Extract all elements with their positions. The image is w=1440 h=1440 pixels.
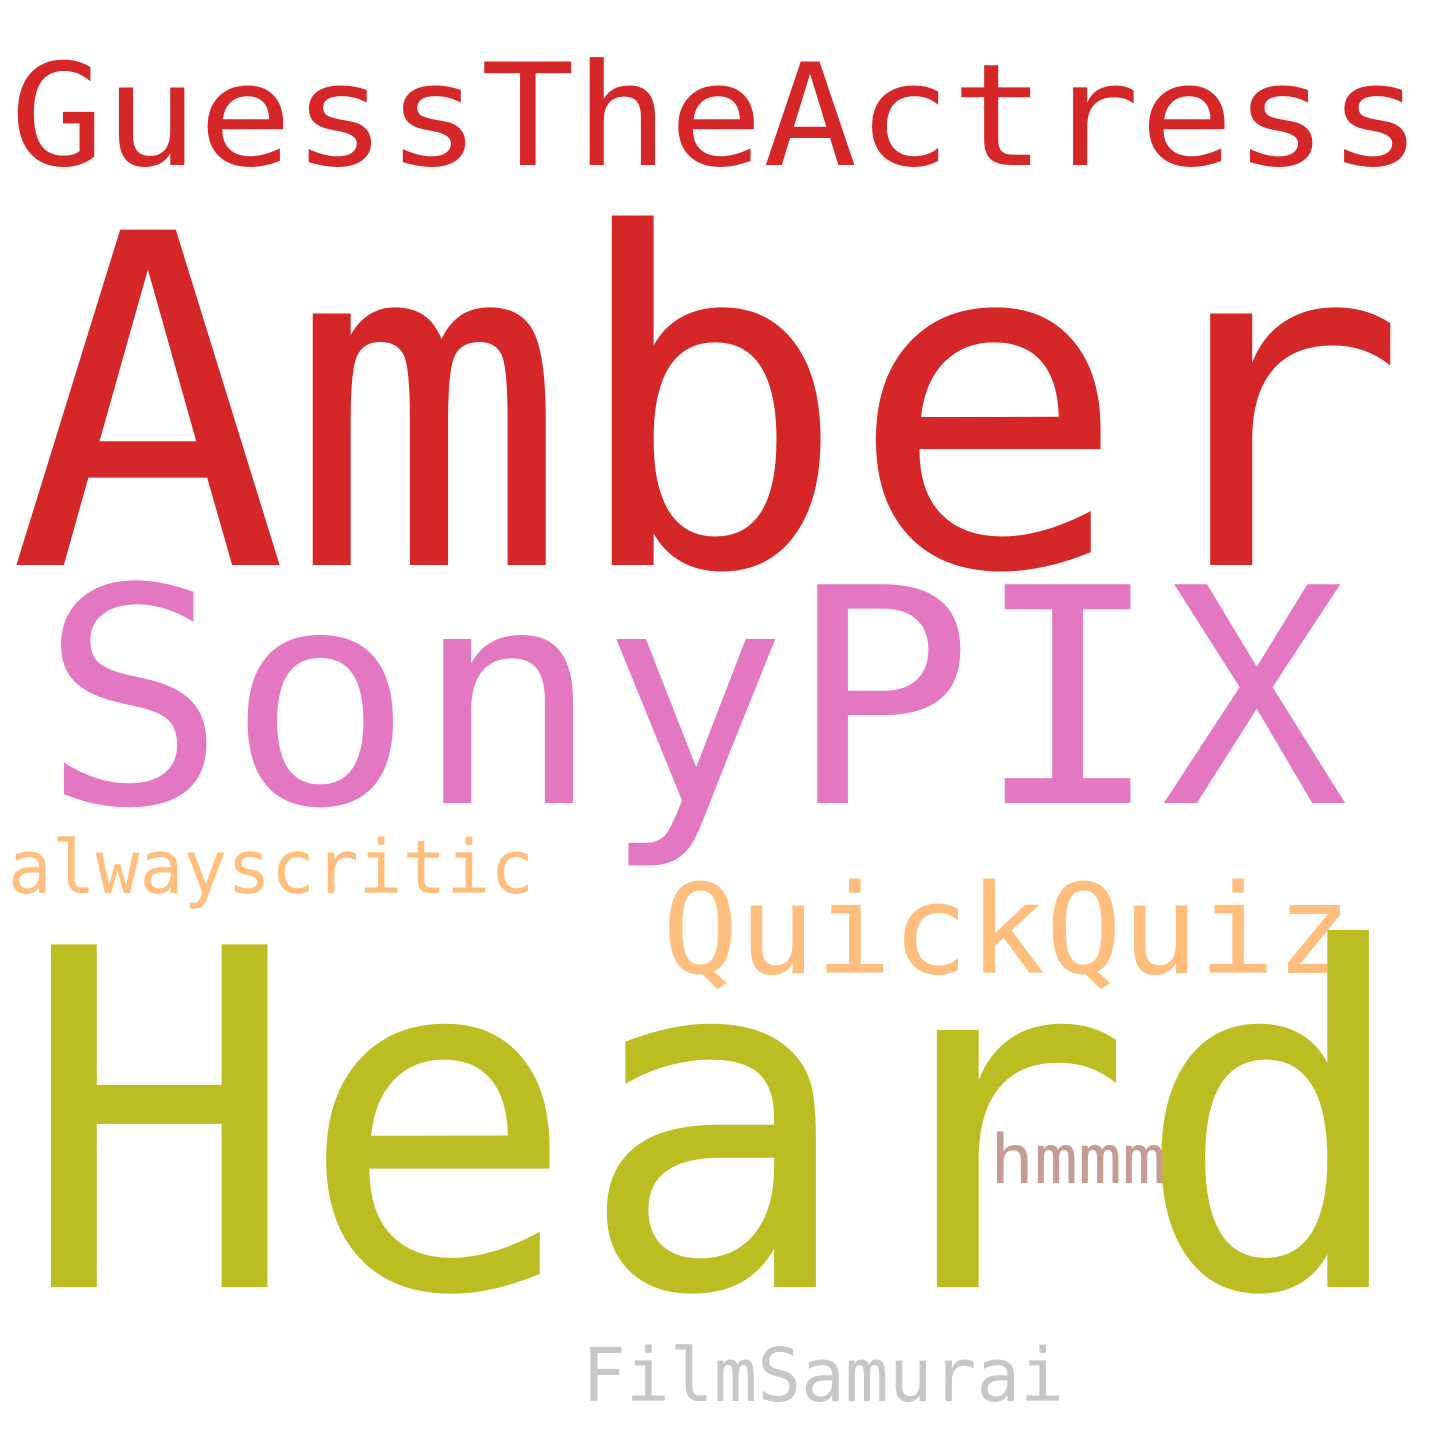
word-guesstheactress: GuessTheActress [10,34,1422,199]
word-sonypix: SonyPIX [40,525,1348,874]
word-alwayscritic: alwayscritic [8,825,534,911]
word-filmsamurai: FilmSamurai [582,1333,1064,1419]
word-heard: Heard [20,851,1412,1398]
word-amber: Amber [8,139,1408,674]
word-quickquiz: QuickQuiz [662,859,1352,1003]
word-hmmm: hmmm [990,1121,1166,1200]
